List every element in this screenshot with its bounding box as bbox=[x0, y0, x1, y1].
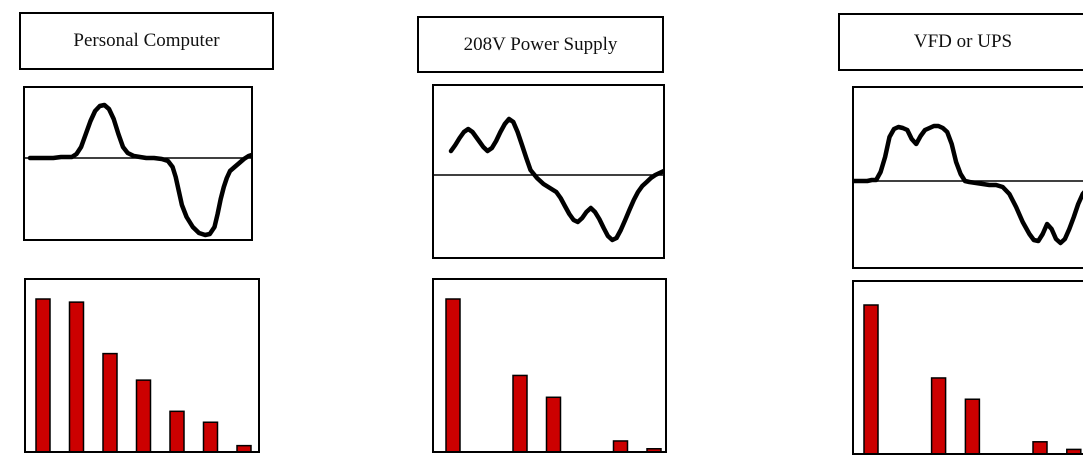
harmonic-bar-4 bbox=[135, 379, 152, 451]
label-personal-computer: Personal Computer bbox=[19, 12, 274, 70]
panel-title: VFD or UPS bbox=[913, 31, 1013, 52]
waveform-plot-208v-power-supply bbox=[432, 84, 665, 259]
harmonic-bar-1 bbox=[445, 298, 461, 451]
harmonic-plot-personal-computer bbox=[24, 278, 260, 453]
harmonic-bar-3 bbox=[512, 374, 528, 451]
waveform-curve bbox=[854, 123, 1083, 246]
harmonic-bar-6 bbox=[202, 421, 219, 451]
harmonic-bar-3 bbox=[930, 377, 947, 453]
waveform-plot-vfd-or-ups bbox=[852, 86, 1083, 269]
harmonic-bar-1 bbox=[863, 304, 879, 453]
harmonic-bar-4 bbox=[964, 398, 981, 453]
harmonic-bars-svg bbox=[863, 304, 1082, 453]
harmonic-bar-7 bbox=[646, 448, 662, 451]
waveform-curve bbox=[448, 116, 663, 243]
harmonic-plot-vfd-or-ups bbox=[852, 280, 1083, 455]
harmonic-bar-3 bbox=[102, 352, 118, 451]
harmonic-bar-1 bbox=[35, 298, 51, 451]
harmonic-bars-svg bbox=[35, 298, 252, 451]
waveform-plot-personal-computer bbox=[23, 86, 253, 241]
panel-title: 208V Power Supply bbox=[463, 33, 618, 55]
waveform-svg bbox=[25, 102, 251, 238]
label-208v-power-supply: 208V Power Supply bbox=[417, 16, 664, 73]
waveform-svg bbox=[434, 116, 663, 243]
harmonic-bar-2 bbox=[68, 301, 85, 451]
harmonic-bars-svg bbox=[445, 298, 662, 451]
waveform-curve bbox=[27, 102, 251, 238]
panel-title: Personal Computer bbox=[73, 30, 220, 51]
harmonic-bar-6 bbox=[1032, 441, 1048, 453]
harmonic-plot-208v-power-supply bbox=[432, 278, 667, 453]
harmonic-bar-5 bbox=[169, 410, 185, 451]
harmonic-bar-7 bbox=[1066, 448, 1082, 453]
waveform-svg bbox=[854, 123, 1083, 246]
label-vfd-or-ups: VFD or UPS bbox=[838, 13, 1083, 71]
harmonic-bar-4 bbox=[545, 396, 562, 451]
